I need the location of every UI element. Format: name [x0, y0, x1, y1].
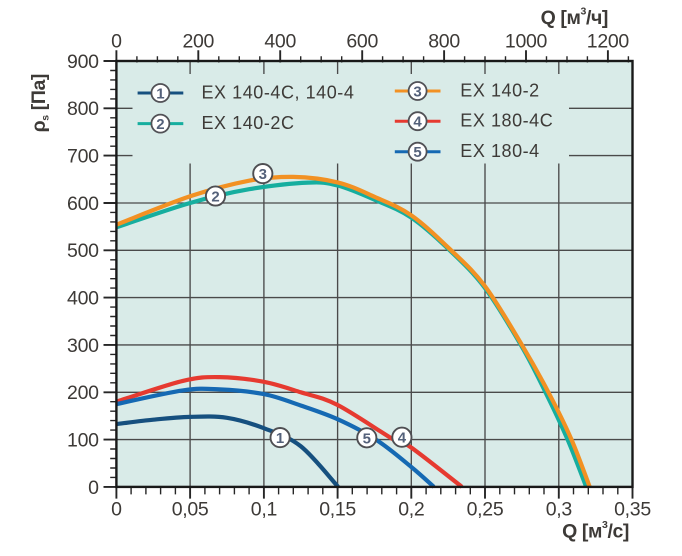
svg-text:100: 100	[67, 430, 99, 452]
svg-text:0,3: 0,3	[546, 499, 572, 521]
svg-text:ρs [Па]: ρs [Па]	[28, 74, 52, 132]
svg-text:2: 2	[211, 189, 219, 206]
svg-text:1: 1	[276, 430, 284, 447]
svg-text:EX 180-4: EX 180-4	[460, 141, 539, 161]
svg-text:4: 4	[398, 430, 407, 447]
svg-text:800: 800	[428, 31, 460, 53]
svg-text:EX 140-4C, 140-4: EX 140-4C, 140-4	[202, 82, 355, 102]
svg-text:5: 5	[413, 144, 421, 161]
svg-text:1000: 1000	[505, 31, 548, 53]
svg-text:600: 600	[67, 193, 99, 215]
svg-text:200: 200	[67, 382, 99, 404]
svg-text:300: 300	[67, 335, 99, 357]
svg-text:EX 140-2: EX 140-2	[460, 80, 539, 100]
svg-text:0,35: 0,35	[614, 499, 651, 521]
svg-text:0,2: 0,2	[398, 499, 424, 521]
svg-text:1: 1	[156, 86, 164, 103]
svg-text:2: 2	[156, 116, 164, 133]
svg-text:0: 0	[111, 31, 122, 53]
svg-text:Q [м3/ч]: Q [м3/ч]	[541, 6, 608, 30]
svg-text:400: 400	[67, 288, 99, 310]
svg-text:200: 200	[182, 31, 214, 53]
svg-text:600: 600	[346, 31, 378, 53]
svg-text:4: 4	[413, 114, 422, 131]
svg-text:3: 3	[259, 166, 267, 183]
svg-text:3: 3	[413, 84, 421, 101]
svg-text:EX 180-4C: EX 180-4C	[460, 111, 553, 131]
svg-text:0,25: 0,25	[467, 499, 504, 521]
svg-text:500: 500	[67, 240, 99, 262]
svg-text:EX 140-2C: EX 140-2C	[202, 113, 295, 133]
svg-text:700: 700	[67, 146, 99, 168]
svg-text:Q [м3/с]: Q [м3/с]	[562, 519, 629, 543]
svg-text:1200: 1200	[587, 31, 630, 53]
svg-text:900: 900	[67, 51, 99, 73]
svg-text:0,1: 0,1	[251, 499, 277, 521]
svg-text:400: 400	[264, 31, 296, 53]
svg-text:800: 800	[67, 98, 99, 120]
svg-text:0: 0	[88, 477, 99, 499]
svg-text:5: 5	[363, 430, 371, 447]
svg-text:0: 0	[111, 499, 122, 521]
svg-text:0,15: 0,15	[319, 499, 356, 521]
svg-text:0,05: 0,05	[172, 499, 209, 521]
